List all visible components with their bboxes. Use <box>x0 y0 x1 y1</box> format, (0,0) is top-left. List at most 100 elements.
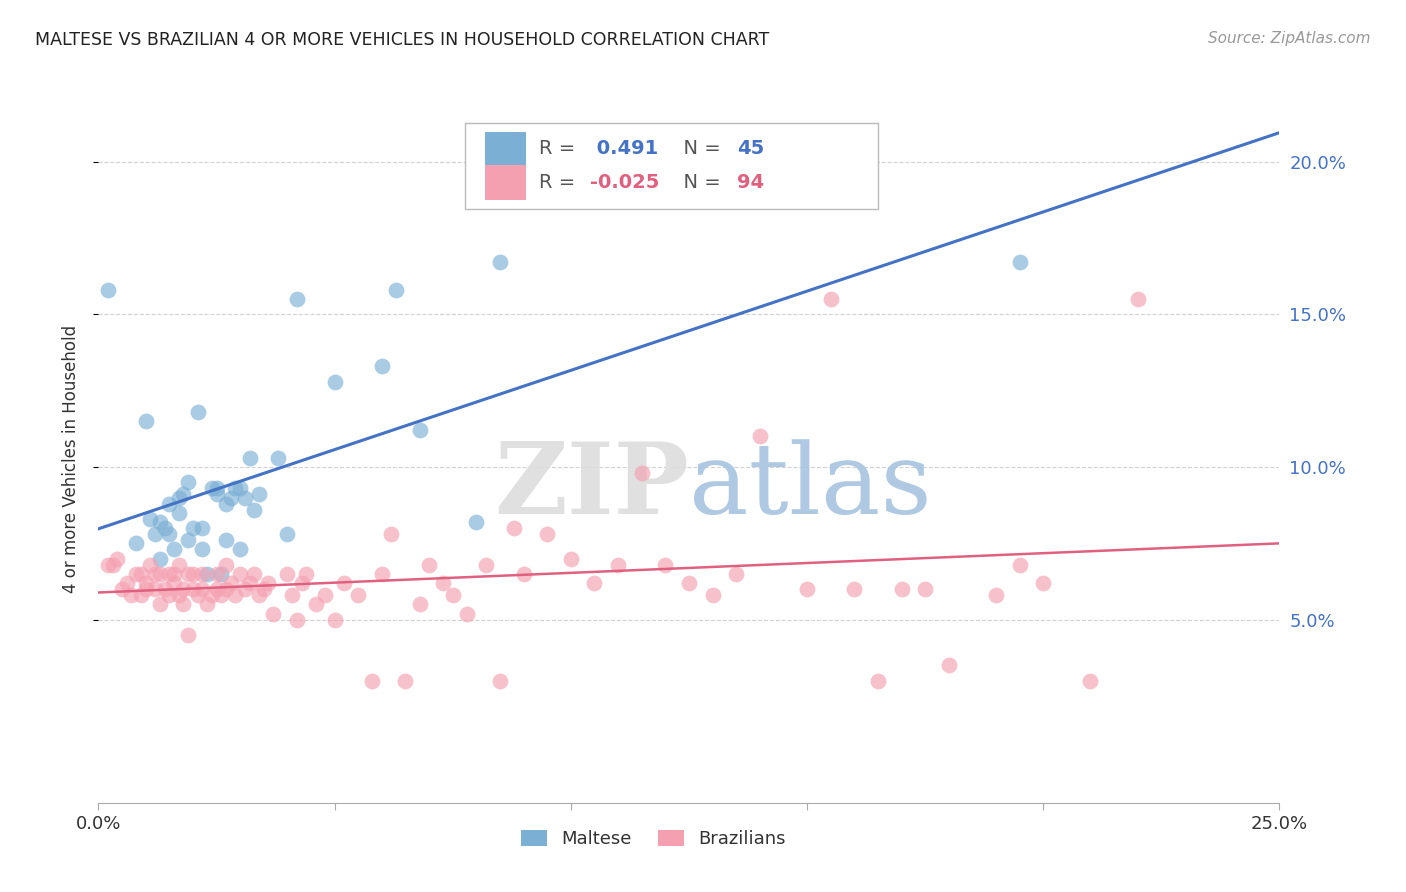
Point <box>149 566 172 581</box>
Point <box>247 487 270 501</box>
Point <box>243 502 266 516</box>
Point <box>1126 292 1149 306</box>
Point <box>1008 255 1031 269</box>
Point <box>157 497 180 511</box>
Point <box>380 527 402 541</box>
Point <box>820 292 842 306</box>
Text: 0.491: 0.491 <box>589 139 658 159</box>
Point <box>215 533 238 548</box>
Point <box>195 566 218 581</box>
Point <box>191 582 214 596</box>
Point <box>243 566 266 581</box>
Point <box>149 515 172 529</box>
Point <box>560 551 582 566</box>
Point <box>177 533 200 548</box>
Point <box>914 582 936 596</box>
Text: ZIP: ZIP <box>494 438 689 535</box>
Point <box>167 558 190 572</box>
Point <box>172 487 194 501</box>
Point <box>157 588 180 602</box>
Point <box>583 576 606 591</box>
Point <box>224 482 246 496</box>
Point <box>167 588 190 602</box>
Point <box>247 588 270 602</box>
Point <box>281 588 304 602</box>
Point <box>115 576 138 591</box>
Point <box>229 482 252 496</box>
Point <box>748 429 770 443</box>
Point <box>418 558 440 572</box>
Point <box>866 673 889 688</box>
Text: -0.025: -0.025 <box>589 173 659 192</box>
Point <box>323 375 346 389</box>
Point <box>209 588 232 602</box>
Point <box>143 566 166 581</box>
Text: N =: N = <box>671 139 727 159</box>
Point <box>97 558 120 572</box>
Point <box>139 558 162 572</box>
Point <box>285 613 308 627</box>
Point <box>135 576 157 591</box>
Point <box>323 613 346 627</box>
Point <box>290 576 312 591</box>
Point <box>489 255 512 269</box>
Point <box>163 576 186 591</box>
Point <box>135 414 157 428</box>
Point <box>233 491 256 505</box>
Point <box>394 673 416 688</box>
Point <box>285 292 308 306</box>
Point <box>465 515 488 529</box>
Point <box>630 466 652 480</box>
Point <box>475 558 498 572</box>
Point <box>177 566 200 581</box>
Point <box>181 582 204 596</box>
Text: N =: N = <box>671 173 727 192</box>
Point <box>143 527 166 541</box>
Point <box>305 598 328 612</box>
Point <box>257 576 280 591</box>
Point <box>224 588 246 602</box>
Point <box>121 588 143 602</box>
Point <box>408 423 430 437</box>
Point <box>276 566 298 581</box>
Point <box>191 521 214 535</box>
Point <box>536 527 558 541</box>
Point <box>205 487 228 501</box>
Point <box>172 598 194 612</box>
Point <box>233 582 256 596</box>
Point <box>187 588 209 602</box>
Point <box>796 582 818 596</box>
Point <box>239 576 262 591</box>
Point <box>167 491 190 505</box>
Point <box>503 521 526 535</box>
Point <box>844 582 866 596</box>
Point <box>153 582 176 596</box>
Point <box>191 542 214 557</box>
Point <box>1008 558 1031 572</box>
Point <box>702 588 724 602</box>
Point <box>167 506 190 520</box>
Point <box>181 566 204 581</box>
Point <box>678 576 700 591</box>
Point <box>371 566 394 581</box>
Point <box>229 542 252 557</box>
Point <box>191 566 214 581</box>
Point <box>177 628 200 642</box>
Point <box>333 576 356 591</box>
Point <box>153 521 176 535</box>
Point <box>157 527 180 541</box>
Point <box>195 598 218 612</box>
Point <box>371 359 394 374</box>
Point <box>163 542 186 557</box>
Text: MALTESE VS BRAZILIAN 4 OR MORE VEHICLES IN HOUSEHOLD CORRELATION CHART: MALTESE VS BRAZILIAN 4 OR MORE VEHICLES … <box>35 31 769 49</box>
Point <box>215 497 238 511</box>
Point <box>201 588 224 602</box>
Point <box>177 475 200 490</box>
Point <box>984 588 1007 602</box>
Point <box>347 588 370 602</box>
Point <box>408 598 430 612</box>
Point <box>163 566 186 581</box>
Point <box>105 551 128 566</box>
Point <box>181 521 204 535</box>
Point <box>157 566 180 581</box>
